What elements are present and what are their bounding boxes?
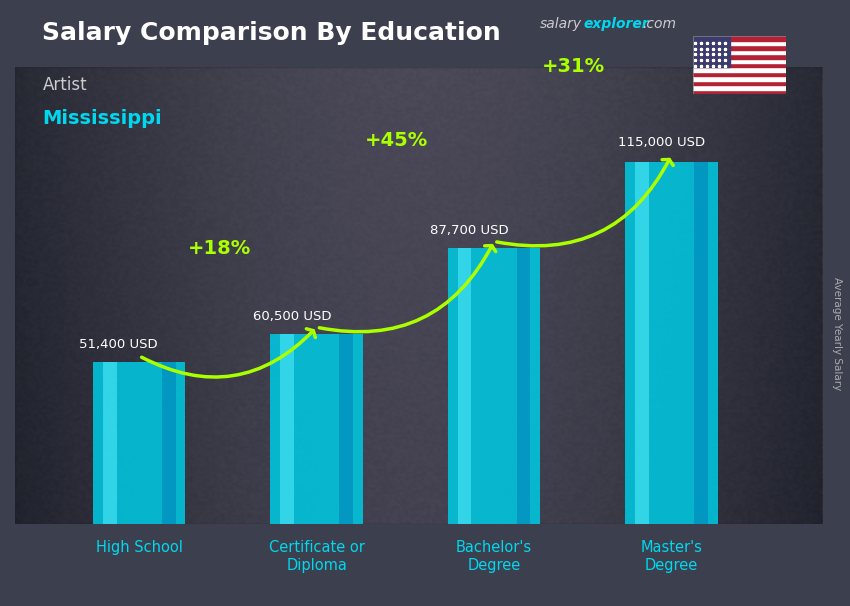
Text: Salary Comparison By Education: Salary Comparison By Education: [42, 21, 501, 45]
Bar: [270, 333, 363, 524]
Bar: [693, 90, 786, 94]
Bar: [103, 362, 116, 524]
Bar: [448, 248, 540, 524]
Bar: [93, 362, 185, 524]
Bar: [693, 36, 730, 67]
Bar: [693, 59, 786, 63]
Text: salary: salary: [540, 17, 582, 31]
Text: .com: .com: [643, 17, 677, 31]
Bar: [693, 36, 786, 41]
Bar: [693, 67, 786, 72]
Bar: [694, 162, 708, 524]
Bar: [693, 72, 786, 76]
Bar: [457, 248, 472, 524]
Text: +18%: +18%: [187, 239, 251, 258]
Text: +31%: +31%: [542, 58, 605, 76]
Bar: [693, 50, 786, 54]
Bar: [693, 76, 786, 81]
Bar: [162, 362, 176, 524]
Text: 115,000 USD: 115,000 USD: [618, 136, 705, 149]
Bar: [693, 41, 786, 45]
Text: 60,500 USD: 60,500 USD: [252, 310, 332, 322]
Text: 51,400 USD: 51,400 USD: [79, 338, 157, 351]
Bar: [635, 162, 649, 524]
Text: Average Yearly Salary: Average Yearly Salary: [832, 277, 842, 390]
Bar: [517, 248, 530, 524]
Bar: [693, 45, 786, 50]
Text: 87,700 USD: 87,700 USD: [430, 224, 509, 237]
Text: explorer: explorer: [583, 17, 649, 31]
Bar: [693, 85, 786, 90]
Bar: [693, 81, 786, 85]
Text: Mississippi: Mississippi: [42, 109, 162, 128]
Text: Artist: Artist: [42, 76, 87, 94]
Bar: [339, 333, 353, 524]
Bar: [693, 54, 786, 59]
Bar: [280, 333, 294, 524]
Text: +45%: +45%: [365, 131, 428, 150]
Bar: [626, 162, 717, 524]
Bar: [693, 63, 786, 67]
